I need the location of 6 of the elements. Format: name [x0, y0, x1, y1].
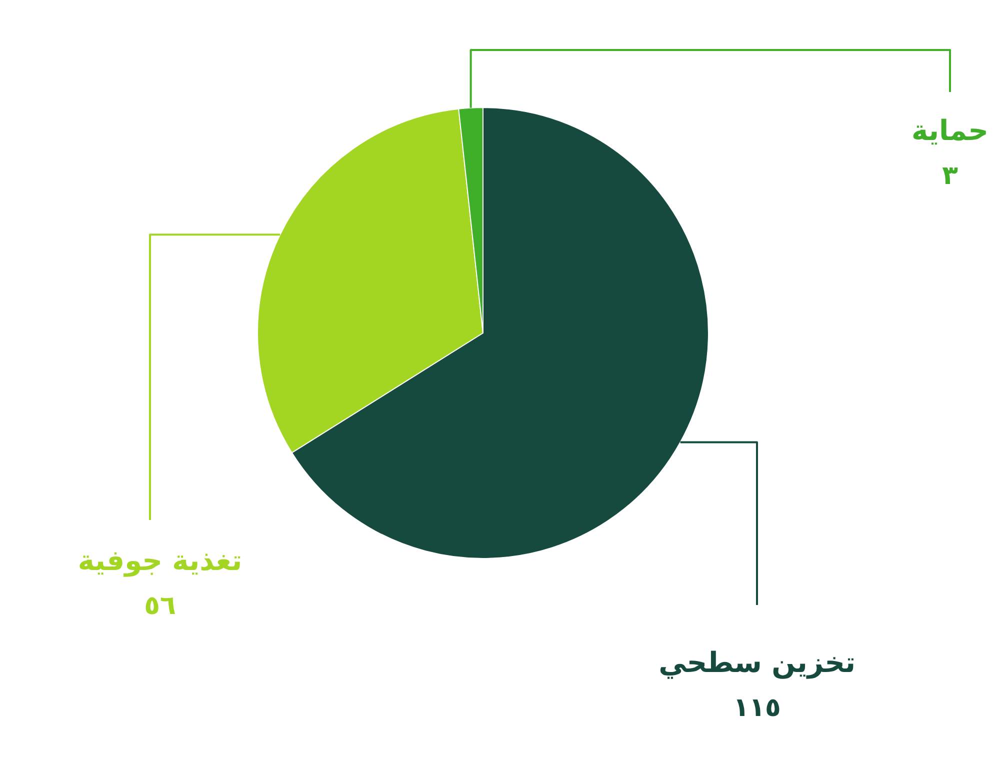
slice-label: تغذية جوفية — [78, 544, 242, 577]
slice-label: حماية — [912, 114, 988, 147]
data-label: ١١٥ — [733, 693, 781, 723]
slice-label: تخزين سطحي — [658, 646, 856, 679]
data-label: ٥٦ — [144, 591, 176, 621]
data-label: ٣ — [942, 161, 958, 191]
